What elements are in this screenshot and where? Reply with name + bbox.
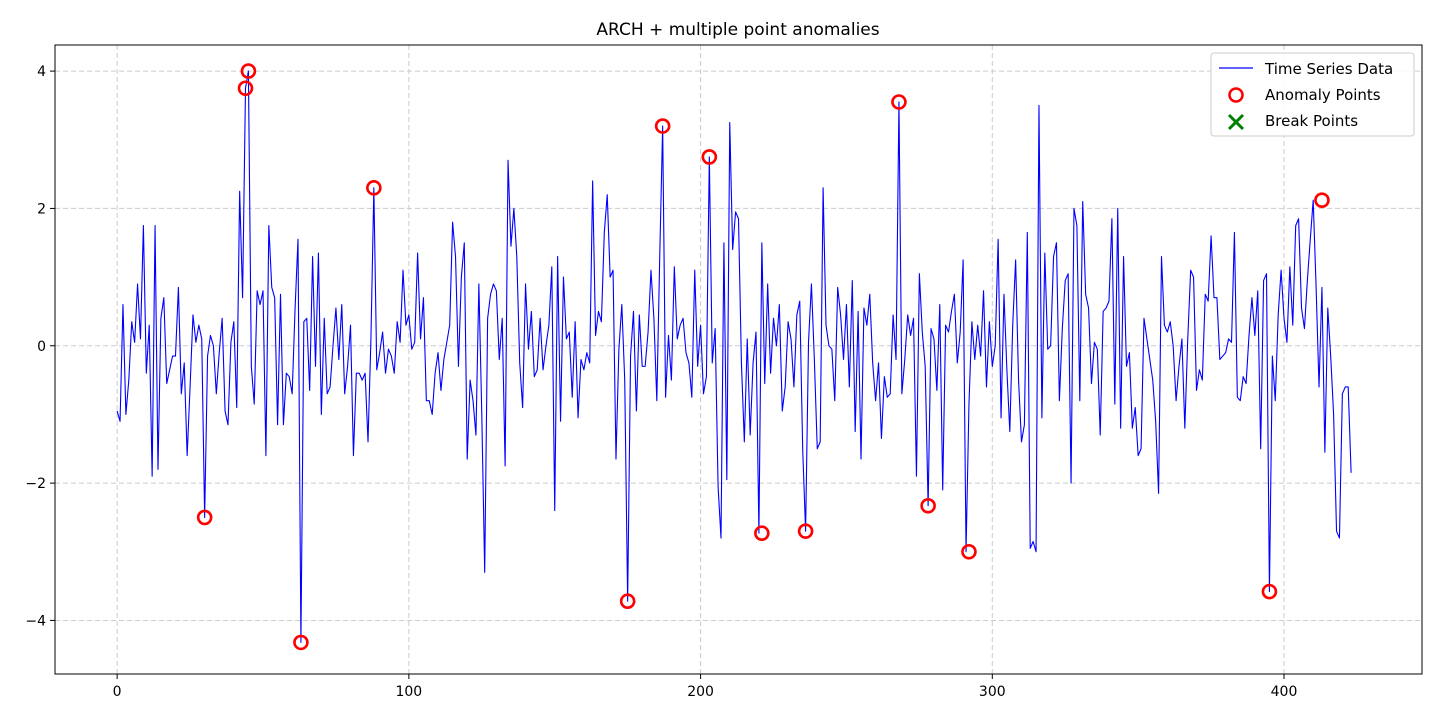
anomaly-point [293, 634, 309, 651]
anomaly-point [1261, 583, 1278, 600]
y-tick-label: 4 [37, 64, 46, 80]
axes: 0 100 200 300 400 −4 −2 0 2 4 [25, 64, 1297, 700]
anomaly-point [961, 543, 977, 560]
anomaly-point [1314, 192, 1330, 208]
anomaly-point [701, 149, 718, 165]
legend-label-break: Break Points [1265, 112, 1358, 130]
x-tick-label: 0 [113, 684, 122, 700]
legend-box [1210, 52, 1415, 137]
y-tick-label: −2 [25, 476, 46, 492]
series-line-time-series [116, 70, 1352, 643]
chart-title: ARCH + multiple point anomalies [596, 20, 879, 40]
y-tick-label: 2 [37, 201, 46, 217]
plot-frame [54, 44, 1423, 675]
anomaly-point [654, 118, 671, 134]
x-tick-label: 400 [1271, 684, 1298, 700]
y-tick-label: −4 [25, 613, 46, 629]
anomaly-point [920, 497, 936, 514]
anomaly-point [797, 523, 814, 539]
legend-label-time-series: Time Series Data [1264, 60, 1393, 78]
anomaly-point [240, 63, 257, 79]
legend-x-marker [1227, 113, 1245, 131]
x-tick-label: 100 [395, 684, 422, 700]
anomaly-point [196, 509, 213, 526]
legend-label-anomaly: Anomaly Points [1265, 86, 1381, 104]
x-tick-label: 300 [979, 684, 1006, 700]
legend-circle-marker [1228, 87, 1244, 103]
anomaly-point [619, 593, 636, 610]
anomaly-point [366, 180, 382, 196]
anomaly-point [754, 525, 770, 542]
x-tick-label: 200 [687, 684, 714, 700]
series-layer [116, 70, 1352, 643]
anomaly-point [891, 94, 907, 110]
anomaly-layer [196, 63, 1330, 651]
grid [55, 45, 1422, 674]
legend: Time Series Data Anomaly Points Break Po… [1210, 52, 1415, 137]
y-tick-label: 0 [37, 339, 46, 355]
anomaly-point [237, 80, 254, 97]
